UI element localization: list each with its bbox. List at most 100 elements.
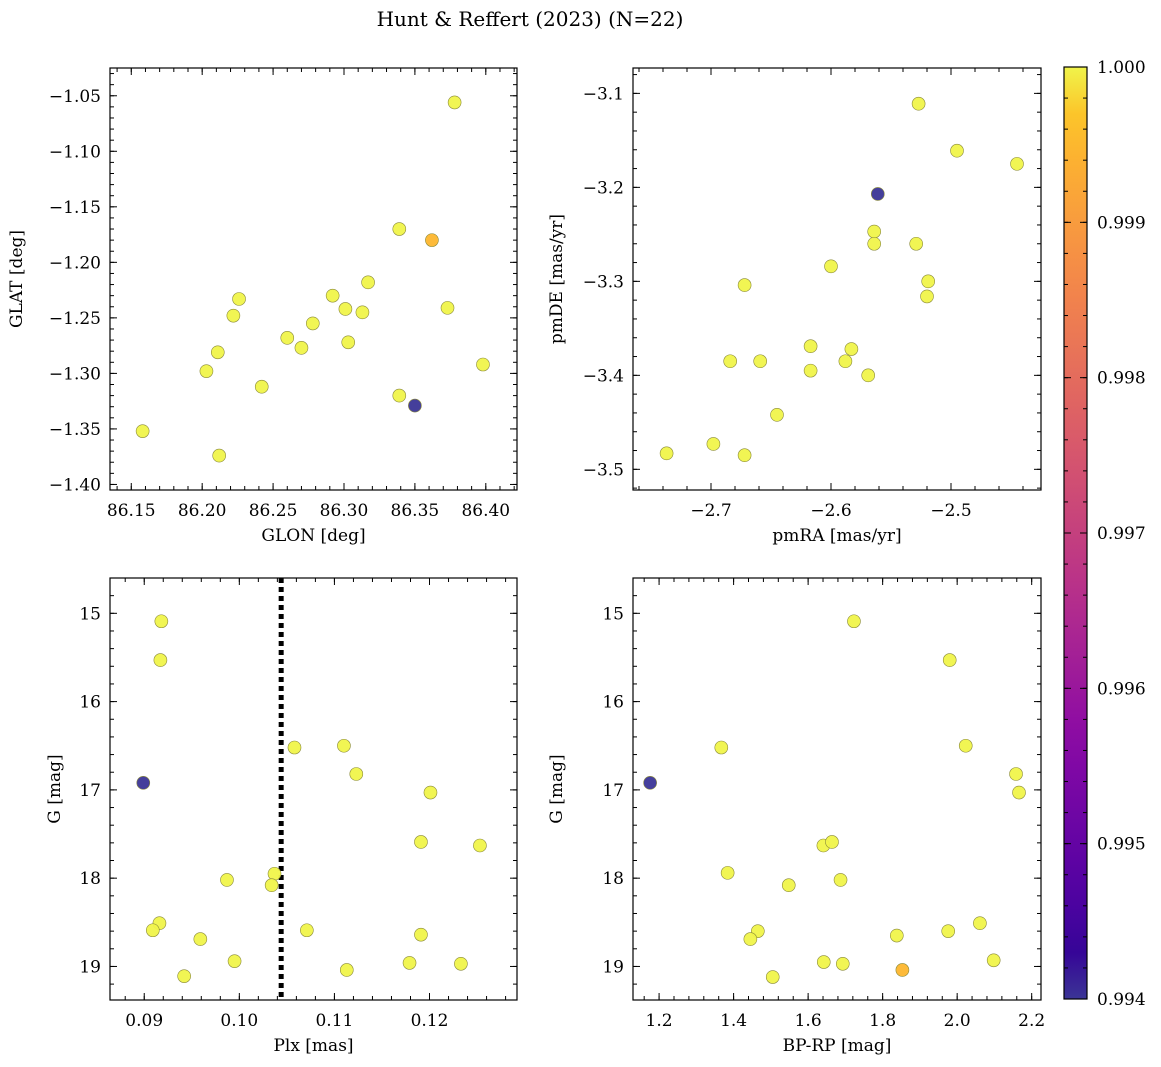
x-tick-label: 2.0 <box>944 1011 971 1031</box>
x-tick-label: 1.4 <box>720 1011 747 1031</box>
data-point <box>254 379 269 394</box>
data-point <box>135 424 150 438</box>
data-point <box>454 957 468 971</box>
data-point <box>867 224 882 239</box>
data-point <box>392 222 407 236</box>
data-point <box>145 923 160 938</box>
data-point <box>770 408 784 422</box>
data-point <box>714 740 729 755</box>
data-point <box>300 923 314 938</box>
x-tick-label: 1.8 <box>869 1011 896 1031</box>
data-point <box>973 916 987 930</box>
data-point <box>825 835 839 849</box>
data-point <box>737 278 752 292</box>
y-tick-label: 18 <box>79 869 101 889</box>
data-point <box>737 448 752 463</box>
axes-frame <box>632 67 1042 491</box>
data-point <box>440 301 455 315</box>
data-point <box>753 354 768 369</box>
y-tick-label: 16 <box>79 693 101 713</box>
y-tick-label: −1.25 <box>49 309 101 329</box>
y-tick-label: −3.5 <box>583 460 624 480</box>
data-point <box>941 924 956 938</box>
data-point <box>911 96 926 111</box>
y-axis-label: G [mag] <box>45 754 65 823</box>
x-tick-label: 2.2 <box>1018 1011 1045 1031</box>
data-point <box>199 364 214 378</box>
data-point <box>267 866 282 881</box>
y-tick-label: 18 <box>602 869 624 889</box>
y-tick-label: 17 <box>79 781 101 801</box>
chart-title: Hunt & Reffert (2023) (N=22) <box>377 7 684 31</box>
x-tick-label: 1.6 <box>795 1011 822 1031</box>
data-point <box>280 331 295 345</box>
data-point <box>193 932 208 946</box>
data-point <box>414 927 428 942</box>
y-axis-label: G [mag] <box>547 754 567 823</box>
data-point <box>226 308 241 323</box>
data-point <box>294 341 309 355</box>
data-point <box>720 866 735 880</box>
data-point <box>950 143 964 158</box>
data-point <box>447 95 462 110</box>
data-point <box>1009 767 1023 781</box>
colorbar-tick-label: 1.000 <box>1097 58 1146 78</box>
x-tick-label: 0.12 <box>411 1011 449 1031</box>
data-point <box>723 354 738 369</box>
data-point <box>870 187 885 201</box>
colorbar-tick-label: 0.998 <box>1097 369 1146 389</box>
data-point <box>920 289 934 304</box>
colorbar-fill <box>1064 67 1087 999</box>
colorbar: 0.994 0.995 0.996 0.997 0.998 0.999 1.000 <box>1063 58 1146 1010</box>
panels: 86.15 86.20 86.25 86.30 86.35 86.40 −1.40 −1.35… <box>7 67 1045 1056</box>
data-point <box>847 614 861 629</box>
data-point <box>227 954 242 968</box>
data-point <box>305 316 320 331</box>
colorbar-tick-label: 0.994 <box>1097 990 1146 1010</box>
data-point <box>659 446 674 461</box>
x-tick-label: 86.30 <box>320 501 369 521</box>
data-point <box>986 953 1001 968</box>
data-point <box>958 738 973 753</box>
x-axis-label: BP-RP [mag] <box>783 1036 892 1056</box>
y-tick-label: 15 <box>602 604 624 624</box>
axes-frame <box>109 577 518 1001</box>
data-point <box>361 275 375 290</box>
data-point <box>402 956 417 970</box>
data-point <box>220 873 234 887</box>
data-point <box>136 776 151 790</box>
y-tick-label: 19 <box>79 957 101 977</box>
data-point <box>287 740 302 755</box>
data-point <box>337 738 351 753</box>
x-tick-label: 1.2 <box>646 1011 673 1031</box>
y-tick-label: −1.10 <box>49 142 101 162</box>
data-point <box>824 259 838 274</box>
data-point <box>803 339 818 354</box>
x-tick-label: 0.11 <box>315 1011 353 1031</box>
x-tick-label: 86.15 <box>107 501 156 521</box>
y-tick-label: 17 <box>602 781 624 801</box>
data-point <box>895 963 910 977</box>
data-point <box>743 932 758 946</box>
data-point <box>706 437 721 451</box>
panel-plx-g: 0.09 0.10 0.11 0.12 15 16 17 18 19 Plx [mas] G [ma… <box>45 577 518 1056</box>
x-tick-label: 0.10 <box>220 1011 258 1031</box>
data-point <box>154 614 169 629</box>
y-tick-label: −3.2 <box>583 178 624 198</box>
y-axis-label: GLAT [deg] <box>7 230 27 328</box>
data-point <box>177 969 191 983</box>
data-point <box>861 368 876 383</box>
y-axis-label: pmDE [mas/yr] <box>547 214 567 344</box>
data-point <box>816 955 831 969</box>
data-point <box>890 928 904 943</box>
data-point <box>844 342 859 356</box>
data-point <box>355 305 370 320</box>
data-point <box>339 963 354 977</box>
data-point <box>838 354 853 369</box>
data-point <box>325 288 340 303</box>
data-point <box>781 878 796 893</box>
data-point <box>338 302 353 316</box>
data-point <box>264 878 279 893</box>
colorbar-tick-label: 0.995 <box>1097 835 1146 855</box>
